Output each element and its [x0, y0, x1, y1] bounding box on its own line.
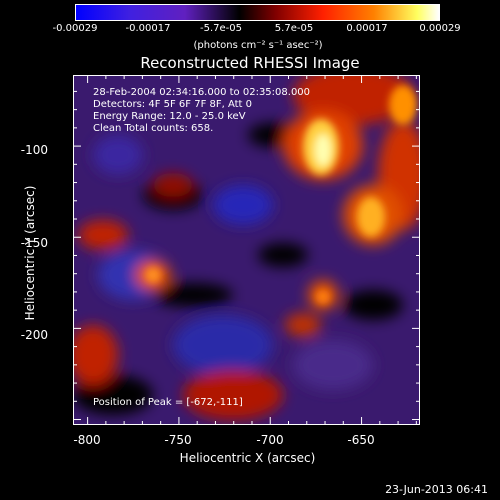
x-tick-label: -700 [256, 433, 284, 447]
x-tick-label: -750 [164, 433, 192, 447]
info-line-counts: Clean Total counts: 658. [93, 123, 214, 134]
info-line-time: 28-Feb-2004 02:34:16.000 to 02:35:08.000 [93, 87, 311, 98]
y-tick-label: -200 [20, 328, 48, 342]
colorbar-tick-label: 0.00029 [419, 23, 461, 34]
colorbar-tick-label: -0.00017 [125, 23, 171, 34]
x-axis-title: Heliocentric X (arcsec) [179, 451, 316, 465]
info-line-detectors: Detectors: 4F 5F 6F 7F 8F, Att 0 [93, 99, 253, 110]
info-line-energy: Energy Range: 12.0 - 25.0 keV [93, 111, 246, 122]
colorbar-tick-label: 5.7e-05 [274, 23, 314, 34]
colorbar-units: (photons cm⁻² s⁻¹ asec⁻²) [193, 40, 323, 51]
image-title: Reconstructed RHESSI Image [140, 54, 360, 72]
timestamp: 23-Jun-2013 06:41 [385, 483, 488, 496]
colorbar [75, 4, 440, 21]
x-tick-label: -650 [347, 433, 375, 447]
peak-position-label: Position of Peak = [-672,-111] [93, 397, 243, 408]
y-axis-title: Heliocentric Y (arcsec) [23, 185, 37, 321]
colorbar-tick-label: -0.00029 [52, 23, 98, 34]
heatmap-image [73, 75, 420, 425]
y-tick-label: -150 [20, 236, 48, 250]
x-tick-label: -800 [73, 433, 101, 447]
colorbar-tick-label: -5.7e-05 [200, 23, 242, 34]
colorbar-tick-label: 0.00017 [346, 23, 388, 34]
y-tick-label: -100 [20, 143, 48, 157]
